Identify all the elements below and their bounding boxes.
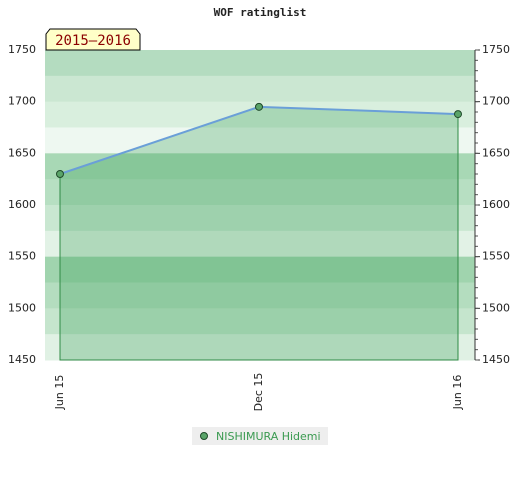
stripe	[45, 334, 475, 361]
legend-box	[192, 427, 328, 445]
y-tick-label: 1500	[8, 301, 36, 314]
stripe	[45, 127, 475, 154]
y-tick-label: 1650	[8, 146, 36, 159]
y2-tick-label: 1600	[482, 198, 510, 211]
x-tick-label: Jun 16	[451, 375, 464, 411]
stripe	[45, 282, 475, 309]
chart-title: WOF ratinglist	[214, 6, 307, 19]
y2-tick-label: 1700	[482, 95, 510, 108]
subtitle: 2015–2016	[55, 33, 131, 49]
point	[255, 102, 263, 111]
legend-marker	[200, 432, 208, 440]
y-tick-label: 1550	[8, 250, 36, 263]
x-tick-label: Jun 15	[53, 375, 66, 411]
y-tick-label: 1750	[8, 43, 36, 56]
y2-tick-label: 1500	[482, 301, 510, 314]
y-tick-label: 1700	[8, 95, 36, 108]
y2-tick-label: 1450	[482, 353, 510, 366]
x-tick-label: Dec 15	[252, 373, 265, 412]
legend-label: NISHIMURA Hidemi	[216, 430, 321, 443]
stripe	[45, 205, 475, 232]
badge-box	[45, 28, 141, 51]
y-tick-label: 1600	[8, 198, 36, 211]
point	[56, 170, 64, 178]
stripe	[45, 153, 475, 180]
stripe	[45, 179, 475, 206]
stripe	[45, 256, 475, 283]
point	[454, 110, 462, 119]
y-tick-label: 1450	[8, 353, 36, 366]
stripe	[45, 230, 475, 258]
stripe	[45, 308, 475, 335]
y2-tick-label: 1750	[482, 43, 510, 56]
y2-tick-label: 1650	[482, 146, 510, 159]
y2-tick-label: 1550	[482, 250, 510, 263]
stripe	[45, 50, 475, 77]
stripe	[45, 75, 475, 103]
plot-background	[45, 50, 475, 361]
